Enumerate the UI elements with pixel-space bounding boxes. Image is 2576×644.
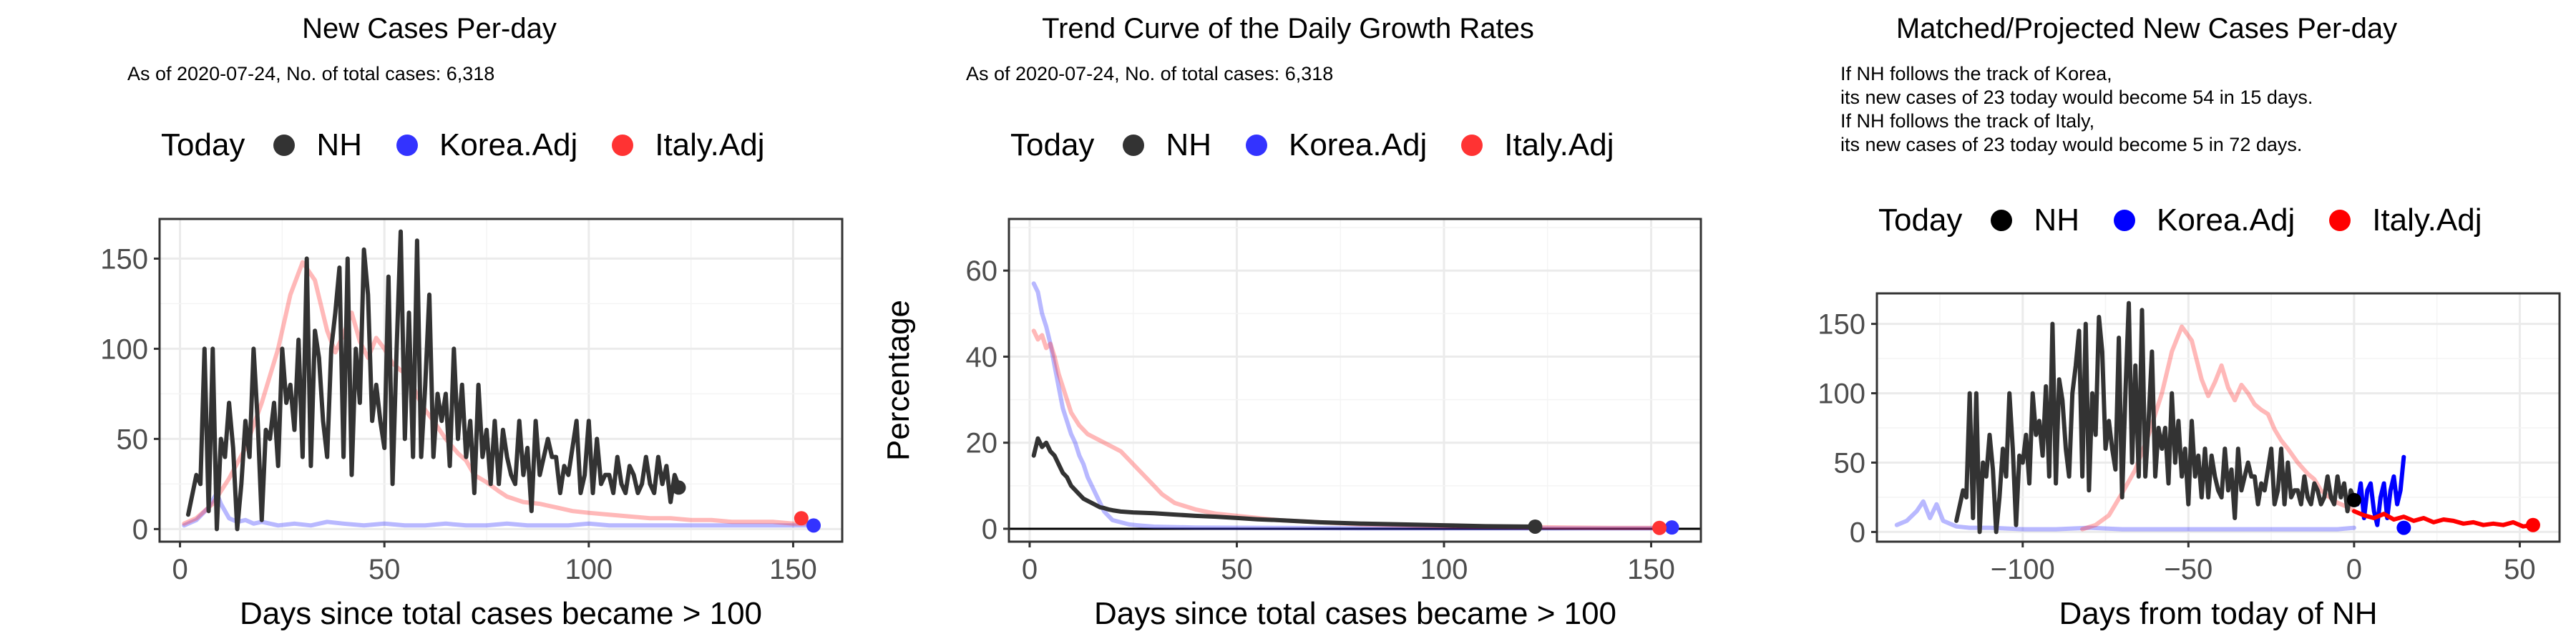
plot-growth-rates: 0 50 100 150 0 20 40 60 Days since total cases b…	[881, 218, 1702, 631]
y-tick-label: 150	[1818, 309, 1865, 341]
plot-area	[1009, 219, 1701, 542]
series-line-italy-adj	[2080, 324, 2356, 532]
legend: Today NH Korea.Adj Italy.Adj	[1878, 203, 2516, 238]
plot-frame	[1008, 218, 1702, 543]
x-tick-label: 150	[769, 554, 817, 585]
x-tick-label: −100	[1991, 554, 2055, 585]
legend-label-italy: Italy.Adj	[2372, 203, 2482, 238]
panel-growth-rates: Trend Curve of the Daily Growth Rates As…	[859, 0, 1717, 644]
panel-new-cases: New Cases Per-day As of 2020-07-24, No. …	[0, 0, 859, 644]
legend-label-nh: NH	[1166, 127, 1211, 162]
legend-key-korea	[396, 135, 418, 156]
x-tick-label: 150	[1627, 554, 1675, 585]
today-point-italy-adj	[794, 511, 809, 526]
x-tick-label: −50	[2164, 554, 2212, 585]
series-line-korea-adj-projected-	[2351, 454, 2406, 527]
legend-label-italy: Italy.Adj	[1504, 127, 1614, 162]
y-tick-label: 0	[982, 514, 997, 545]
legend-title: Today	[1878, 203, 1963, 238]
y-tick-label: 100	[1818, 379, 1865, 410]
today-point-korea-adj	[1664, 520, 1679, 535]
legend-key-italy	[612, 135, 634, 156]
x-tick-label: 0	[172, 554, 187, 585]
x-tick-label: 50	[369, 554, 401, 585]
x-tick-label: 100	[1420, 554, 1468, 585]
today-point-korea-adj	[806, 518, 821, 533]
x-tick-label: 50	[2504, 554, 2536, 585]
y-tick-label: 60	[966, 255, 998, 287]
x-axis-title: Days since total cases became > 100	[240, 596, 762, 631]
plot-frame	[158, 218, 844, 543]
chart-title: Trend Curve of the Daily Growth Rates	[1042, 13, 1534, 44]
plot-area	[1877, 293, 2560, 542]
plot-area	[160, 219, 842, 542]
legend: Today NH Korea.Adj Italy.Adj	[1010, 127, 1648, 163]
series-line-korea-adj	[1031, 281, 1674, 531]
legend-key-italy	[1461, 135, 1483, 156]
plot-projected: −100 −50 0 50 0 50 100 150 Days from today of NH	[1818, 292, 2561, 631]
x-axis-title: Days from today of NH	[2059, 596, 2377, 631]
legend-label-nh: NH	[316, 127, 362, 162]
legend-label-korea: Korea.Adj	[1288, 127, 1428, 162]
y-tick-label: 40	[966, 341, 998, 373]
x-tick-label: 0	[1022, 554, 1038, 585]
legend-label-nh: NH	[2034, 203, 2079, 238]
today-point-italy-adj	[2525, 517, 2540, 532]
plot-frame	[1875, 292, 2561, 543]
projection-note-1: If NH follows the track of Korea,	[1840, 63, 2112, 84]
x-tick-label: 0	[2346, 554, 2362, 585]
projection-note-4: its new cases of 23 today would become 5…	[1840, 134, 2303, 155]
legend-key-nh	[1991, 210, 2013, 231]
chart-title: New Cases Per-day	[302, 13, 557, 44]
chart-subtitle: As of 2020-07-24, No. of total cases: 6,…	[966, 63, 1334, 84]
legend-title: Today	[161, 127, 245, 162]
legend-key-italy	[2329, 210, 2351, 231]
y-axis-title: Percentage	[881, 300, 916, 461]
series-line-nh	[186, 229, 681, 532]
series-line-italy-adj	[1031, 328, 1666, 530]
projection-note-3: If NH follows the track of Italy,	[1840, 110, 2095, 132]
panel-projected: Matched/Projected New Cases Per-day If N…	[1717, 0, 2576, 644]
x-tick-label: 100	[565, 554, 613, 585]
y-tick-label: 150	[100, 243, 148, 275]
today-point-nh	[1528, 519, 1543, 534]
legend-title: Today	[1010, 127, 1095, 162]
projection-note-2: its new cases of 23 today would become 5…	[1840, 87, 2313, 108]
x-axis-title: Days since total cases became > 100	[1094, 596, 1616, 631]
chart-title: Matched/Projected New Cases Per-day	[1896, 13, 2398, 44]
y-tick-label: 0	[1850, 517, 1865, 548]
legend-key-korea	[1245, 135, 1267, 156]
today-point-korea-adj	[2396, 520, 2411, 535]
legend-key-nh	[1123, 135, 1145, 156]
y-tick-label: 20	[966, 428, 998, 459]
legend-label-italy: Italy.Adj	[655, 127, 765, 162]
y-tick-label: 50	[117, 424, 149, 455]
y-tick-label: 0	[132, 514, 148, 545]
series-line-nh	[1954, 301, 2356, 535]
legend-key-nh	[273, 135, 296, 156]
x-tick-label: 50	[1221, 554, 1253, 585]
legend: Today NH Korea.Adj Italy.Adj	[161, 127, 799, 163]
legend-key-korea	[2113, 210, 2135, 231]
today-point-nh	[671, 480, 686, 495]
legend-label-korea: Korea.Adj	[439, 127, 578, 162]
series-line-italy-adj-projected-	[2351, 509, 2535, 529]
today-point-nh	[2346, 492, 2361, 507]
y-tick-label: 50	[1834, 448, 1866, 479]
series-line-korea-adj	[1894, 499, 2356, 532]
series-line-nh	[1031, 436, 1538, 529]
chart-subtitle: As of 2020-07-24, No. of total cases: 6,…	[127, 63, 495, 84]
today-point-italy-adj	[1652, 520, 1667, 535]
legend-label-korea: Korea.Adj	[2156, 203, 2296, 238]
y-tick-label: 100	[100, 333, 148, 365]
